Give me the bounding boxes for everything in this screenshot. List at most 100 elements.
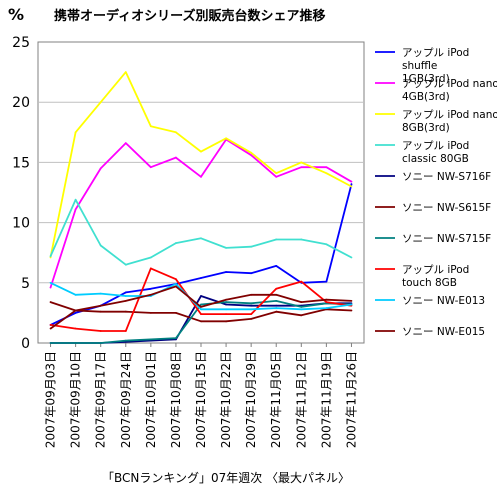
data-point	[350, 309, 353, 312]
x-axis-label: 「BCNランキング」07年週次 〈最大パネル〉	[102, 471, 350, 485]
data-point	[49, 286, 52, 289]
data-point	[250, 302, 253, 305]
data-point	[250, 313, 253, 316]
x-tick-label: 2007年11月05日	[269, 351, 283, 448]
legend-label: ソニー NW-E013	[402, 295, 485, 307]
data-point	[350, 183, 353, 185]
data-point	[124, 295, 127, 297]
data-point	[275, 172, 278, 175]
data-point	[49, 342, 52, 344]
data-point	[200, 277, 202, 279]
data-point	[149, 312, 152, 314]
data-point	[49, 281, 52, 284]
data-point	[74, 131, 77, 134]
data-point	[250, 154, 253, 157]
data-point	[225, 137, 227, 140]
data-point	[124, 142, 127, 145]
data-point	[300, 301, 303, 303]
data-point	[350, 185, 353, 188]
data-point	[175, 285, 177, 288]
x-tick-label: 2007年10月15日	[194, 351, 208, 448]
data-point	[175, 337, 177, 340]
y-tick-label: 25	[12, 35, 30, 51]
data-point	[325, 280, 328, 283]
data-point	[74, 198, 77, 201]
data-point	[124, 299, 127, 302]
data-point	[124, 339, 127, 342]
data-point	[175, 131, 177, 134]
data-point	[250, 272, 253, 275]
legend-label: アップル iPod touch 8GB	[402, 264, 469, 289]
data-point	[124, 71, 127, 73]
data-point	[149, 287, 152, 290]
data-point	[225, 303, 227, 306]
data-point	[300, 238, 303, 241]
y-tick-label: 5	[21, 276, 30, 292]
data-point	[49, 324, 52, 326]
data-point	[250, 304, 253, 307]
data-point	[325, 166, 328, 169]
legend-label: アップル iPod nano 4GB(3rd)	[402, 78, 497, 103]
data-point	[74, 208, 77, 211]
data-point	[200, 305, 202, 308]
y-unit-label: %	[8, 5, 24, 24]
data-point	[300, 166, 303, 169]
data-point	[74, 342, 77, 344]
data-point	[250, 245, 253, 248]
x-tick-label: 2007年10月29日	[244, 351, 258, 448]
x-tick-label: 2007年11月19日	[319, 351, 333, 448]
data-point	[175, 283, 177, 285]
legend-label: アップル iPod shuffle 1GB(3rd)	[402, 47, 469, 85]
data-point	[275, 304, 278, 307]
data-point	[175, 312, 177, 314]
x-tick-label: 2007年10月22日	[219, 351, 233, 448]
data-point	[149, 256, 152, 259]
data-point	[49, 255, 52, 258]
data-point	[275, 293, 278, 296]
data-point	[99, 310, 102, 313]
x-tick-label: 2007年09月03日	[44, 351, 58, 448]
x-tick-label: 2007年10月01日	[144, 351, 158, 448]
data-point	[275, 287, 278, 290]
data-point	[99, 101, 102, 104]
data-point	[124, 291, 127, 294]
y-tick-label: 10	[12, 216, 30, 232]
x-tick-label: 2007年10月08日	[169, 351, 183, 448]
data-point	[275, 307, 278, 309]
data-point	[124, 310, 127, 313]
data-point	[250, 318, 253, 320]
legend-label: ソニー NW-S715F	[402, 233, 491, 245]
data-point	[74, 312, 77, 314]
data-point	[350, 303, 353, 306]
data-point	[74, 293, 77, 296]
y-axis-ticks: 0 5 10 15 20 25	[12, 35, 30, 352]
data-point	[300, 280, 303, 283]
data-point	[99, 330, 102, 332]
y-tick-label: 20	[12, 95, 30, 111]
data-point	[300, 305, 303, 308]
data-point	[74, 327, 77, 330]
data-point	[325, 301, 328, 303]
data-point	[175, 242, 177, 244]
data-point	[175, 156, 177, 159]
legend: アップル iPod shuffle 1GB(3rd)アップル iPod nano 4G…	[375, 47, 497, 338]
data-point	[300, 308, 303, 311]
data-point	[275, 299, 278, 302]
data-point	[225, 308, 227, 311]
data-point	[275, 238, 278, 241]
data-point	[200, 175, 202, 178]
series-lines	[49, 71, 353, 344]
legend-label: アップル iPod nano 8GB(3rd)	[402, 109, 497, 134]
data-point	[350, 256, 353, 259]
data-point	[300, 314, 303, 317]
data-point	[275, 265, 278, 267]
data-point	[99, 304, 102, 307]
legend-label: ソニー NW-E015	[402, 326, 485, 338]
data-point	[200, 150, 202, 153]
data-point	[225, 246, 227, 249]
x-tick-label: 2007年09月24日	[119, 351, 133, 448]
data-point	[49, 301, 52, 303]
data-point	[149, 338, 152, 341]
data-point	[250, 293, 253, 296]
